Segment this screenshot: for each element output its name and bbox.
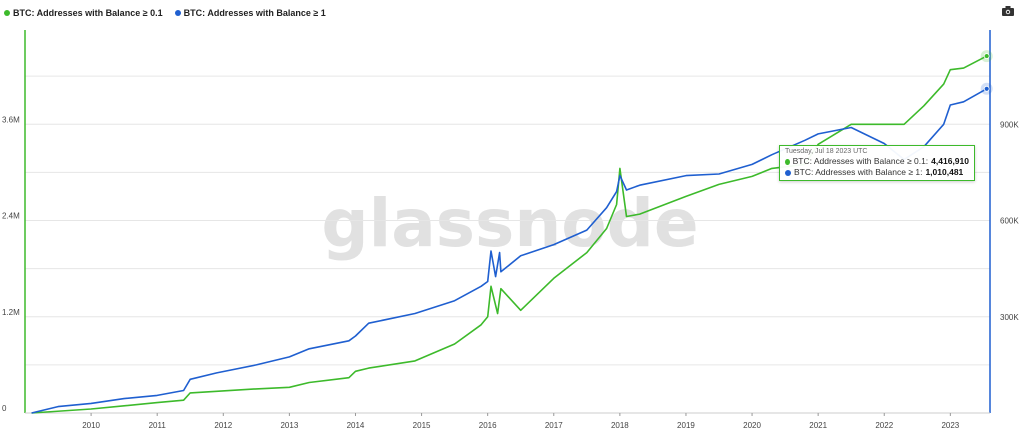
x-tick-label: 2013 <box>280 421 298 430</box>
y-left-tick-label: 0 <box>2 404 7 413</box>
x-tick-label: 2010 <box>82 421 100 430</box>
x-tick-label: 2023 <box>941 421 959 430</box>
tooltip-dot-blue <box>785 169 791 176</box>
axes: 2010 2011 2012 2013 2014 2015 2016 2017 2018 2019… <box>2 30 1019 430</box>
x-tick-label: 2014 <box>347 421 365 430</box>
legend-item-balance-1[interactable]: BTC: Addresses with Balance ≥ 1 <box>174 8 326 18</box>
x-tick-label: 2019 <box>677 421 695 430</box>
y-left-tick-label: 3.6M <box>2 115 20 124</box>
x-tick-label: 2022 <box>875 421 893 430</box>
x-tick-label: 2020 <box>743 421 761 430</box>
legend-dot-green <box>4 10 10 16</box>
end-marker <box>983 53 990 59</box>
x-tick-label: 2011 <box>149 421 167 430</box>
y-left-tick-label: 2.4M <box>2 212 20 221</box>
tooltip-row-label: BTC: Addresses with Balance ≥ 1: <box>794 167 923 177</box>
x-tick-label: 2021 <box>809 421 827 430</box>
x-tick-label: 2015 <box>413 421 431 430</box>
tooltip-row-balance-0-1: BTC: Addresses with Balance ≥ 0.1: 4,416… <box>785 156 969 167</box>
legend-item-balance-0-1[interactable]: BTC: Addresses with Balance ≥ 0.1 <box>4 8 163 18</box>
legend-label: BTC: Addresses with Balance ≥ 1 <box>183 8 326 18</box>
tooltip-dot-green <box>785 158 790 165</box>
grid-lines <box>25 75 990 366</box>
watermark-text: glassnode <box>321 185 698 262</box>
tooltip-row-label: BTC: Addresses with Balance ≥ 0.1: <box>792 156 929 166</box>
y-left-tick-label: 1.2M <box>2 308 20 317</box>
tooltip-row-balance-1: BTC: Addresses with Balance ≥ 1: 1,010,4… <box>785 167 969 178</box>
series-line-balance-1 <box>31 88 988 414</box>
tooltip: Tuesday, Jul 18 2023 UTC BTC: Addresses … <box>779 145 975 181</box>
legend-dot-blue <box>174 10 181 16</box>
tooltip-row-value: 1,010,481 <box>925 167 964 177</box>
tooltip-row-value: 4,416,910 <box>931 156 969 166</box>
series-line-balance-0-1 <box>31 55 988 414</box>
y-right-tick-label: 600K <box>1000 217 1019 226</box>
y-right-tick-label: 300K <box>1000 313 1019 322</box>
end-markers <box>980 50 993 95</box>
y-right-tick-label: 900K <box>1000 120 1019 129</box>
legend-label: BTC: Addresses with Balance ≥ 0.1 <box>13 8 163 18</box>
series-lines <box>31 55 988 414</box>
x-tick-label: 2012 <box>214 421 232 430</box>
x-tick-label: 2016 <box>479 421 497 430</box>
x-tick-label: 2018 <box>611 421 629 430</box>
tooltip-date: Tuesday, Jul 18 2023 UTC <box>785 148 868 155</box>
legend: BTC: Addresses with Balance ≥ 0.1 BTC: A… <box>4 8 326 18</box>
x-tick-label: 2017 <box>545 421 563 430</box>
end-marker <box>983 85 990 92</box>
camera-icon[interactable] <box>1002 6 1014 16</box>
